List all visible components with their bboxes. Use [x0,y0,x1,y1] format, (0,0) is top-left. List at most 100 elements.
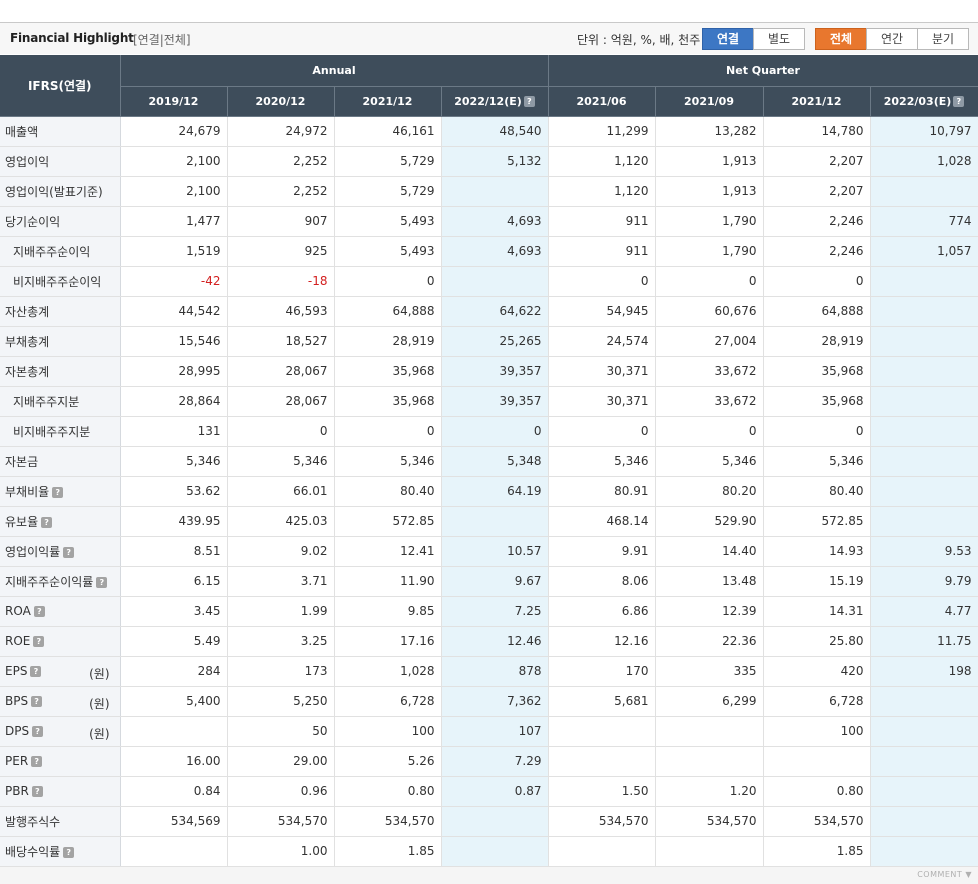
value-cell: 33,672 [655,356,764,387]
help-icon[interactable]: ? [63,546,75,558]
value-cell: 13.48 [655,566,764,597]
value-cell [870,716,978,747]
value-cell: 64,622 [441,296,549,327]
value-cell: 15,546 [120,326,228,357]
value-cell [870,836,978,867]
value-cell: 534,570 [655,806,764,837]
value-cell: 27,004 [655,326,764,357]
row-label-cell: 부채비율? [0,476,121,507]
row-label: ROE [5,634,31,648]
help-icon[interactable]: ? [31,756,43,767]
column-header: 2021/12 [763,86,871,117]
value-cell: 35,968 [334,386,442,417]
help-icon[interactable]: ? [63,846,75,858]
value-cell: 911 [548,236,656,267]
help-icon[interactable]: ? [953,95,965,107]
help-icon[interactable]: ? [523,95,535,107]
value-cell [655,836,764,867]
row-label-cell: 영업이익(발표기준) [0,176,121,207]
value-cell: 0 [655,266,764,297]
table-row: 지배주주순이익 1,519 925 5,493 4,693 911 1,790 2,246 1,… [0,236,978,267]
value-cell: 5,681 [548,686,656,717]
row-label: 비지배주주지분 [13,424,91,439]
help-icon[interactable]: ? [96,576,108,588]
help-icon[interactable]: ? [31,696,43,707]
value-cell: 3.71 [227,566,335,597]
value-cell: 1.50 [548,776,656,807]
row-label: 자산총계 [5,304,50,319]
column-header-label: 2019/12 [148,94,199,108]
value-cell: 1.85 [334,836,442,867]
value-cell: 5,400 [120,686,228,717]
value-cell: 44,542 [120,296,228,327]
value-cell: 0.96 [227,776,335,807]
value-cell: 53.62 [120,476,228,507]
help-icon[interactable]: ? [32,726,44,737]
value-cell: 1,913 [655,146,764,177]
row-label-cell: EPS? (원) [0,656,121,687]
value-cell [120,836,228,867]
quarter-button[interactable]: 분기 [917,28,969,50]
row-label-cell: BPS? (원) [0,686,121,717]
value-cell: 5,493 [334,236,442,267]
annual-group-header: Annual [120,55,549,87]
value-cell: 14.40 [655,536,764,567]
annual-button[interactable]: 연간 [866,28,918,50]
comment-toggle[interactable]: COMMENT ▼ [917,870,972,879]
consolidated-button[interactable]: 연결 [702,28,754,50]
help-icon[interactable]: ? [52,486,64,498]
row-label: 부채비율 [5,484,50,499]
value-cell [870,746,978,777]
help-icon[interactable]: ? [31,786,43,797]
value-cell: 10.57 [441,536,549,567]
value-cell: 9.53 [870,536,978,567]
row-label: 지배주주지분 [13,394,80,409]
row-label: 영업이익 [5,154,50,169]
value-cell: 7,362 [441,686,549,717]
value-cell: 28,067 [227,386,335,417]
row-label: 영업이익률 [5,544,61,559]
value-cell: 4,693 [441,236,549,267]
table-row: PBR? 0.84 0.96 0.80 0.87 1.50 1.20 0.80 [0,776,978,807]
value-cell: 10,797 [870,116,978,147]
row-label-cell: 비지배주주지분 [0,416,121,447]
value-cell: 12.16 [548,626,656,657]
value-cell: 6,728 [763,686,871,717]
value-cell: 11,299 [548,116,656,147]
value-cell: 5,250 [227,686,335,717]
value-cell: 907 [227,206,335,237]
value-cell [870,386,978,417]
value-cell: -42 [120,266,228,297]
table-row: BPS? (원) 5,400 5,250 6,728 7,362 5,681 6,299 6,7… [0,686,978,717]
value-cell: 9.91 [548,536,656,567]
value-cell: 64,888 [334,296,442,327]
financial-highlight-table: IFRS(연결) Annual Net Quarter 2019/12 2020/… [0,55,978,867]
value-cell: 5,346 [763,446,871,477]
help-icon[interactable]: ? [41,516,53,528]
value-cell: 0 [334,416,442,447]
row-label: PBR [5,784,29,798]
value-cell: 28,919 [763,326,871,357]
value-cell [870,176,978,207]
table-row: 비지배주주순이익 -42 -18 0 0 0 0 [0,266,978,297]
help-icon[interactable]: ? [33,606,45,617]
value-cell: 2,100 [120,176,228,207]
value-cell [548,836,656,867]
row-label: 지배주주순이익률 [5,574,94,589]
value-cell: 0 [334,266,442,297]
help-icon[interactable]: ? [33,636,45,647]
help-icon[interactable]: ? [30,666,42,677]
table-row: 비지배주주지분 131 0 0 0 0 0 0 [0,416,978,447]
column-header-label: 2022/12(E) [454,94,522,108]
separate-button[interactable]: 별도 [753,28,805,50]
value-cell [870,806,978,837]
value-cell: 14.93 [763,536,871,567]
row-label-cell: PER? [0,746,121,777]
value-cell: 878 [441,656,549,687]
row-label-cell: 비지배주주순이익 [0,266,121,297]
all-period-button[interactable]: 전체 [815,28,867,50]
row-label: 발행주식수 [5,814,61,829]
value-cell: 18,527 [227,326,335,357]
row-label: 배당수익률 [5,844,61,859]
value-cell: 1,477 [120,206,228,237]
